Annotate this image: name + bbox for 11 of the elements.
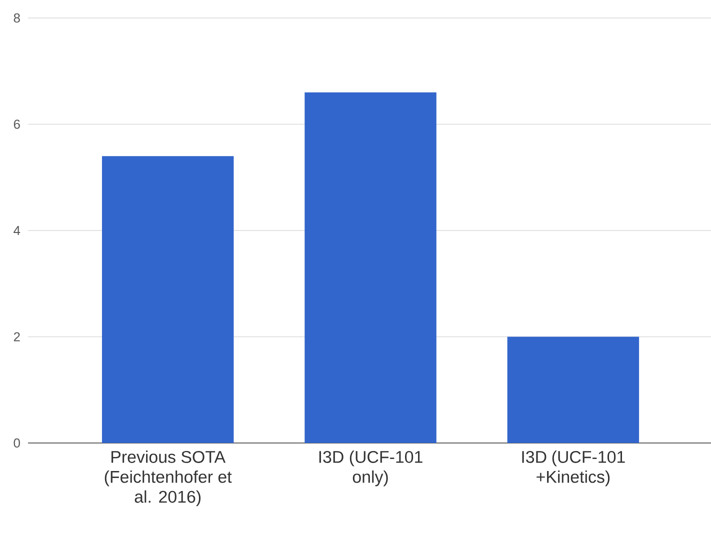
bar bbox=[507, 336, 640, 443]
x-tick-label: Previous SOTA (Feichtenhofer et al. 2016) bbox=[104, 450, 232, 506]
y-tick-label: 8 bbox=[14, 13, 20, 23]
y-tick-label: 4 bbox=[14, 226, 20, 235]
bar bbox=[102, 156, 234, 443]
bar bbox=[304, 92, 436, 443]
y-tick-label: 0 bbox=[14, 438, 20, 448]
x-tick-label: I3D (UCF-101 +Kinetics) bbox=[522, 450, 625, 486]
x-tick-label: I3D (UCF-101 only) bbox=[319, 450, 422, 486]
y-tick-label: 6 bbox=[14, 120, 20, 129]
y-tick-label: 2 bbox=[14, 332, 20, 342]
